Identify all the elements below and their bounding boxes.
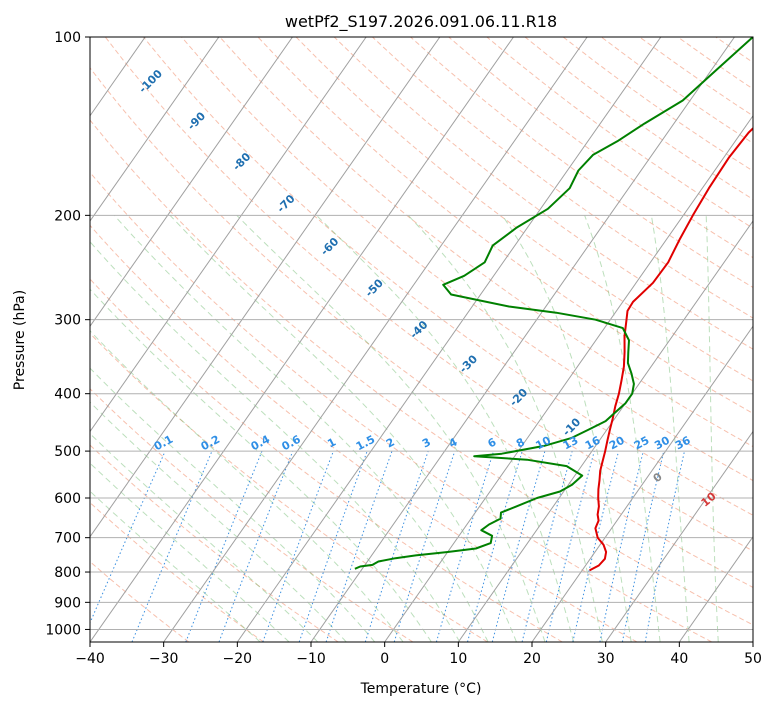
isotherm: [90, 37, 441, 538]
dry-adiabat: [295, 37, 753, 382]
y-tick-label: 300: [54, 313, 81, 329]
series-layer: [354, 37, 753, 572]
dry-adiabat: [90, 67, 753, 588]
dry-adiabat: [90, 278, 563, 642]
mixing-ratio-line: [218, 450, 294, 642]
x-tick-label: −20: [223, 651, 253, 667]
mixing-ratio-label: 36: [673, 434, 693, 453]
y-tick-label: 100: [54, 30, 81, 46]
mixing-ratio-line: [325, 450, 393, 642]
mixing-ratio-label: 25: [632, 434, 652, 453]
y-tick-label: 900: [54, 595, 81, 611]
moist-adiabat: [113, 214, 489, 642]
moist-adiabat: [90, 490, 261, 642]
y-tick-label: 500: [54, 444, 81, 460]
x-tick-label: −10: [296, 651, 326, 667]
moist-adiabat: [501, 215, 632, 642]
isotherm: [236, 37, 662, 642]
mixing-ratio-line: [644, 450, 685, 642]
x-tick-label: 50: [744, 651, 762, 667]
mixing-ratio-line: [545, 450, 595, 642]
dry-adiabat: [219, 37, 753, 448]
x-axis-label: Temperature (°C): [360, 681, 482, 697]
isotherm: [605, 430, 753, 642]
y-tick-label: 1000: [45, 622, 81, 638]
mixing-ratio-label: 30: [652, 434, 672, 453]
dry-adiabat: [372, 37, 753, 319]
isotherm: [163, 37, 588, 642]
moist-adiabat: [236, 214, 546, 642]
dry-adiabat: [90, 119, 753, 626]
mixing-ratio-label: 16: [583, 434, 603, 453]
moist-adiabat: [90, 432, 319, 642]
isotherm: [457, 220, 753, 642]
moist-adiabat: [90, 288, 432, 642]
moist-adiabat: [407, 214, 603, 642]
moist-adiabat: [90, 462, 290, 642]
x-tick-label: 20: [523, 651, 541, 667]
y-tick-label: 600: [54, 491, 81, 507]
mixing-ratio-line: [298, 450, 368, 642]
isotherm: [90, 37, 514, 642]
moist-adiabat: [705, 215, 719, 642]
mixing-ratio-line: [131, 450, 213, 642]
isotherm: [678, 535, 753, 642]
mixing-ratio-label: 13: [561, 434, 581, 453]
mixing-ratio-line: [621, 450, 665, 642]
mixing-ratio-label: 10: [533, 434, 553, 453]
mixing-ratio-line: [491, 450, 546, 642]
x-tick-label: 40: [670, 651, 688, 667]
isotherm: [90, 37, 367, 433]
axis-ticks: −40 −30 −20 −10 0 10 20 30 40 50 100 200 300 400 500 60…: [45, 30, 762, 667]
isotherm: [90, 37, 220, 222]
moist-adiabat: [169, 214, 517, 642]
dry-adiabat: [90, 560, 190, 642]
y-tick-label: 700: [54, 531, 81, 547]
x-tick-label: 10: [449, 651, 467, 667]
x-tick-label: 30: [597, 651, 615, 667]
x-tick-label: −30: [149, 651, 179, 667]
y-tick-label: 200: [54, 208, 81, 224]
mixing-ratio-line: [599, 450, 644, 642]
isotherm: [531, 325, 753, 642]
isotherm: [310, 37, 735, 642]
moist-adiabat: [90, 241, 461, 642]
dry-adiabat: [90, 171, 712, 642]
moist-adiabat: [584, 215, 661, 642]
moist-adiabat: [90, 401, 347, 642]
isotherm: [90, 37, 293, 328]
x-tick-label: −40: [75, 651, 105, 667]
dry-adiabat: [143, 37, 753, 516]
y-tick-label: 400: [54, 387, 81, 403]
gridlines: [90, 37, 753, 642]
isotherm: [384, 114, 753, 642]
mixing-ratio-label: 20: [607, 434, 627, 453]
profile-line: [354, 37, 753, 570]
moist-adiabat: [90, 330, 404, 642]
dry-adiabat: [90, 332, 488, 642]
y-axis-label: Pressure (hPa): [12, 290, 28, 390]
mixing-ratio-line: [262, 450, 334, 642]
dry-adiabat: [333, 37, 753, 350]
moist-adiabat: [650, 215, 690, 642]
dry-adiabat: [181, 37, 753, 482]
profile-line: [589, 126, 753, 572]
x-tick-label: 0: [380, 651, 389, 667]
plot-frame: [89, 36, 754, 643]
chart-title: wetPf2_S197.2026.091.06.11.R18: [285, 12, 557, 32]
y-tick-label: 800: [54, 565, 81, 581]
